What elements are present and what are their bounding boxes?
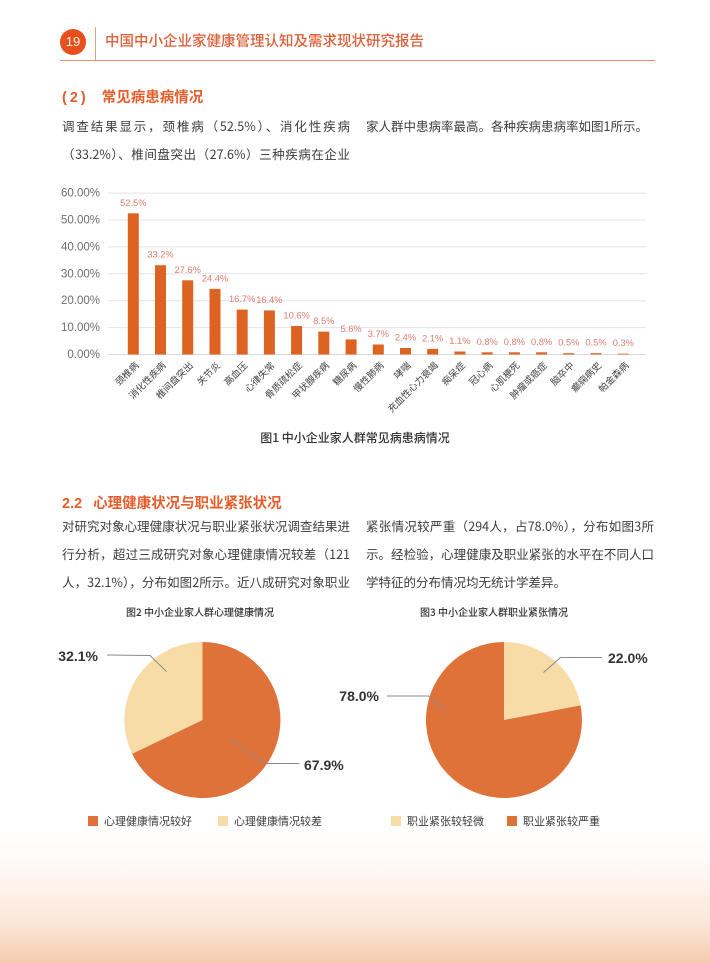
svg-text:关节炎: 关节炎: [194, 359, 223, 388]
svg-text:帕金森病: 帕金森病: [596, 359, 632, 395]
svg-text:8.5%: 8.5%: [313, 316, 334, 326]
svg-text:1.1%: 1.1%: [449, 336, 470, 346]
svg-text:52.5%: 52.5%: [120, 198, 146, 208]
svg-text:慢性肺病: 慢性肺病: [351, 359, 387, 395]
svg-text:3.7%: 3.7%: [368, 329, 389, 339]
svg-text:0.8%: 0.8%: [531, 337, 552, 347]
svg-text:50.00%: 50.00%: [61, 215, 100, 227]
svg-text:24.4%: 24.4%: [202, 273, 228, 283]
svg-text:哮喘: 哮喘: [392, 359, 414, 381]
svg-text:0.8%: 0.8%: [504, 337, 525, 347]
svg-text:0.5%: 0.5%: [585, 338, 606, 348]
svg-text:16.7%: 16.7%: [229, 294, 255, 304]
svg-text:40.00%: 40.00%: [61, 241, 100, 253]
svg-text:2.1%: 2.1%: [422, 333, 443, 343]
svg-text:16.4%: 16.4%: [256, 295, 282, 305]
svg-text:0.8%: 0.8%: [477, 337, 498, 347]
svg-text:33.2%: 33.2%: [147, 250, 173, 260]
svg-text:0.00%: 0.00%: [67, 349, 100, 361]
svg-text:痴呆症: 痴呆症: [439, 359, 468, 388]
svg-text:10.6%: 10.6%: [283, 311, 309, 321]
svg-text:10.00%: 10.00%: [61, 322, 100, 334]
svg-text:0.5%: 0.5%: [558, 338, 579, 348]
svg-text:5.6%: 5.6%: [340, 324, 361, 334]
svg-text:2.4%: 2.4%: [395, 333, 416, 343]
svg-text:0.3%: 0.3%: [613, 338, 634, 348]
svg-text:27.6%: 27.6%: [175, 265, 201, 275]
svg-text:60.00%: 60.00%: [61, 188, 100, 200]
svg-text:20.00%: 20.00%: [61, 295, 100, 307]
svg-text:30.00%: 30.00%: [61, 268, 100, 280]
